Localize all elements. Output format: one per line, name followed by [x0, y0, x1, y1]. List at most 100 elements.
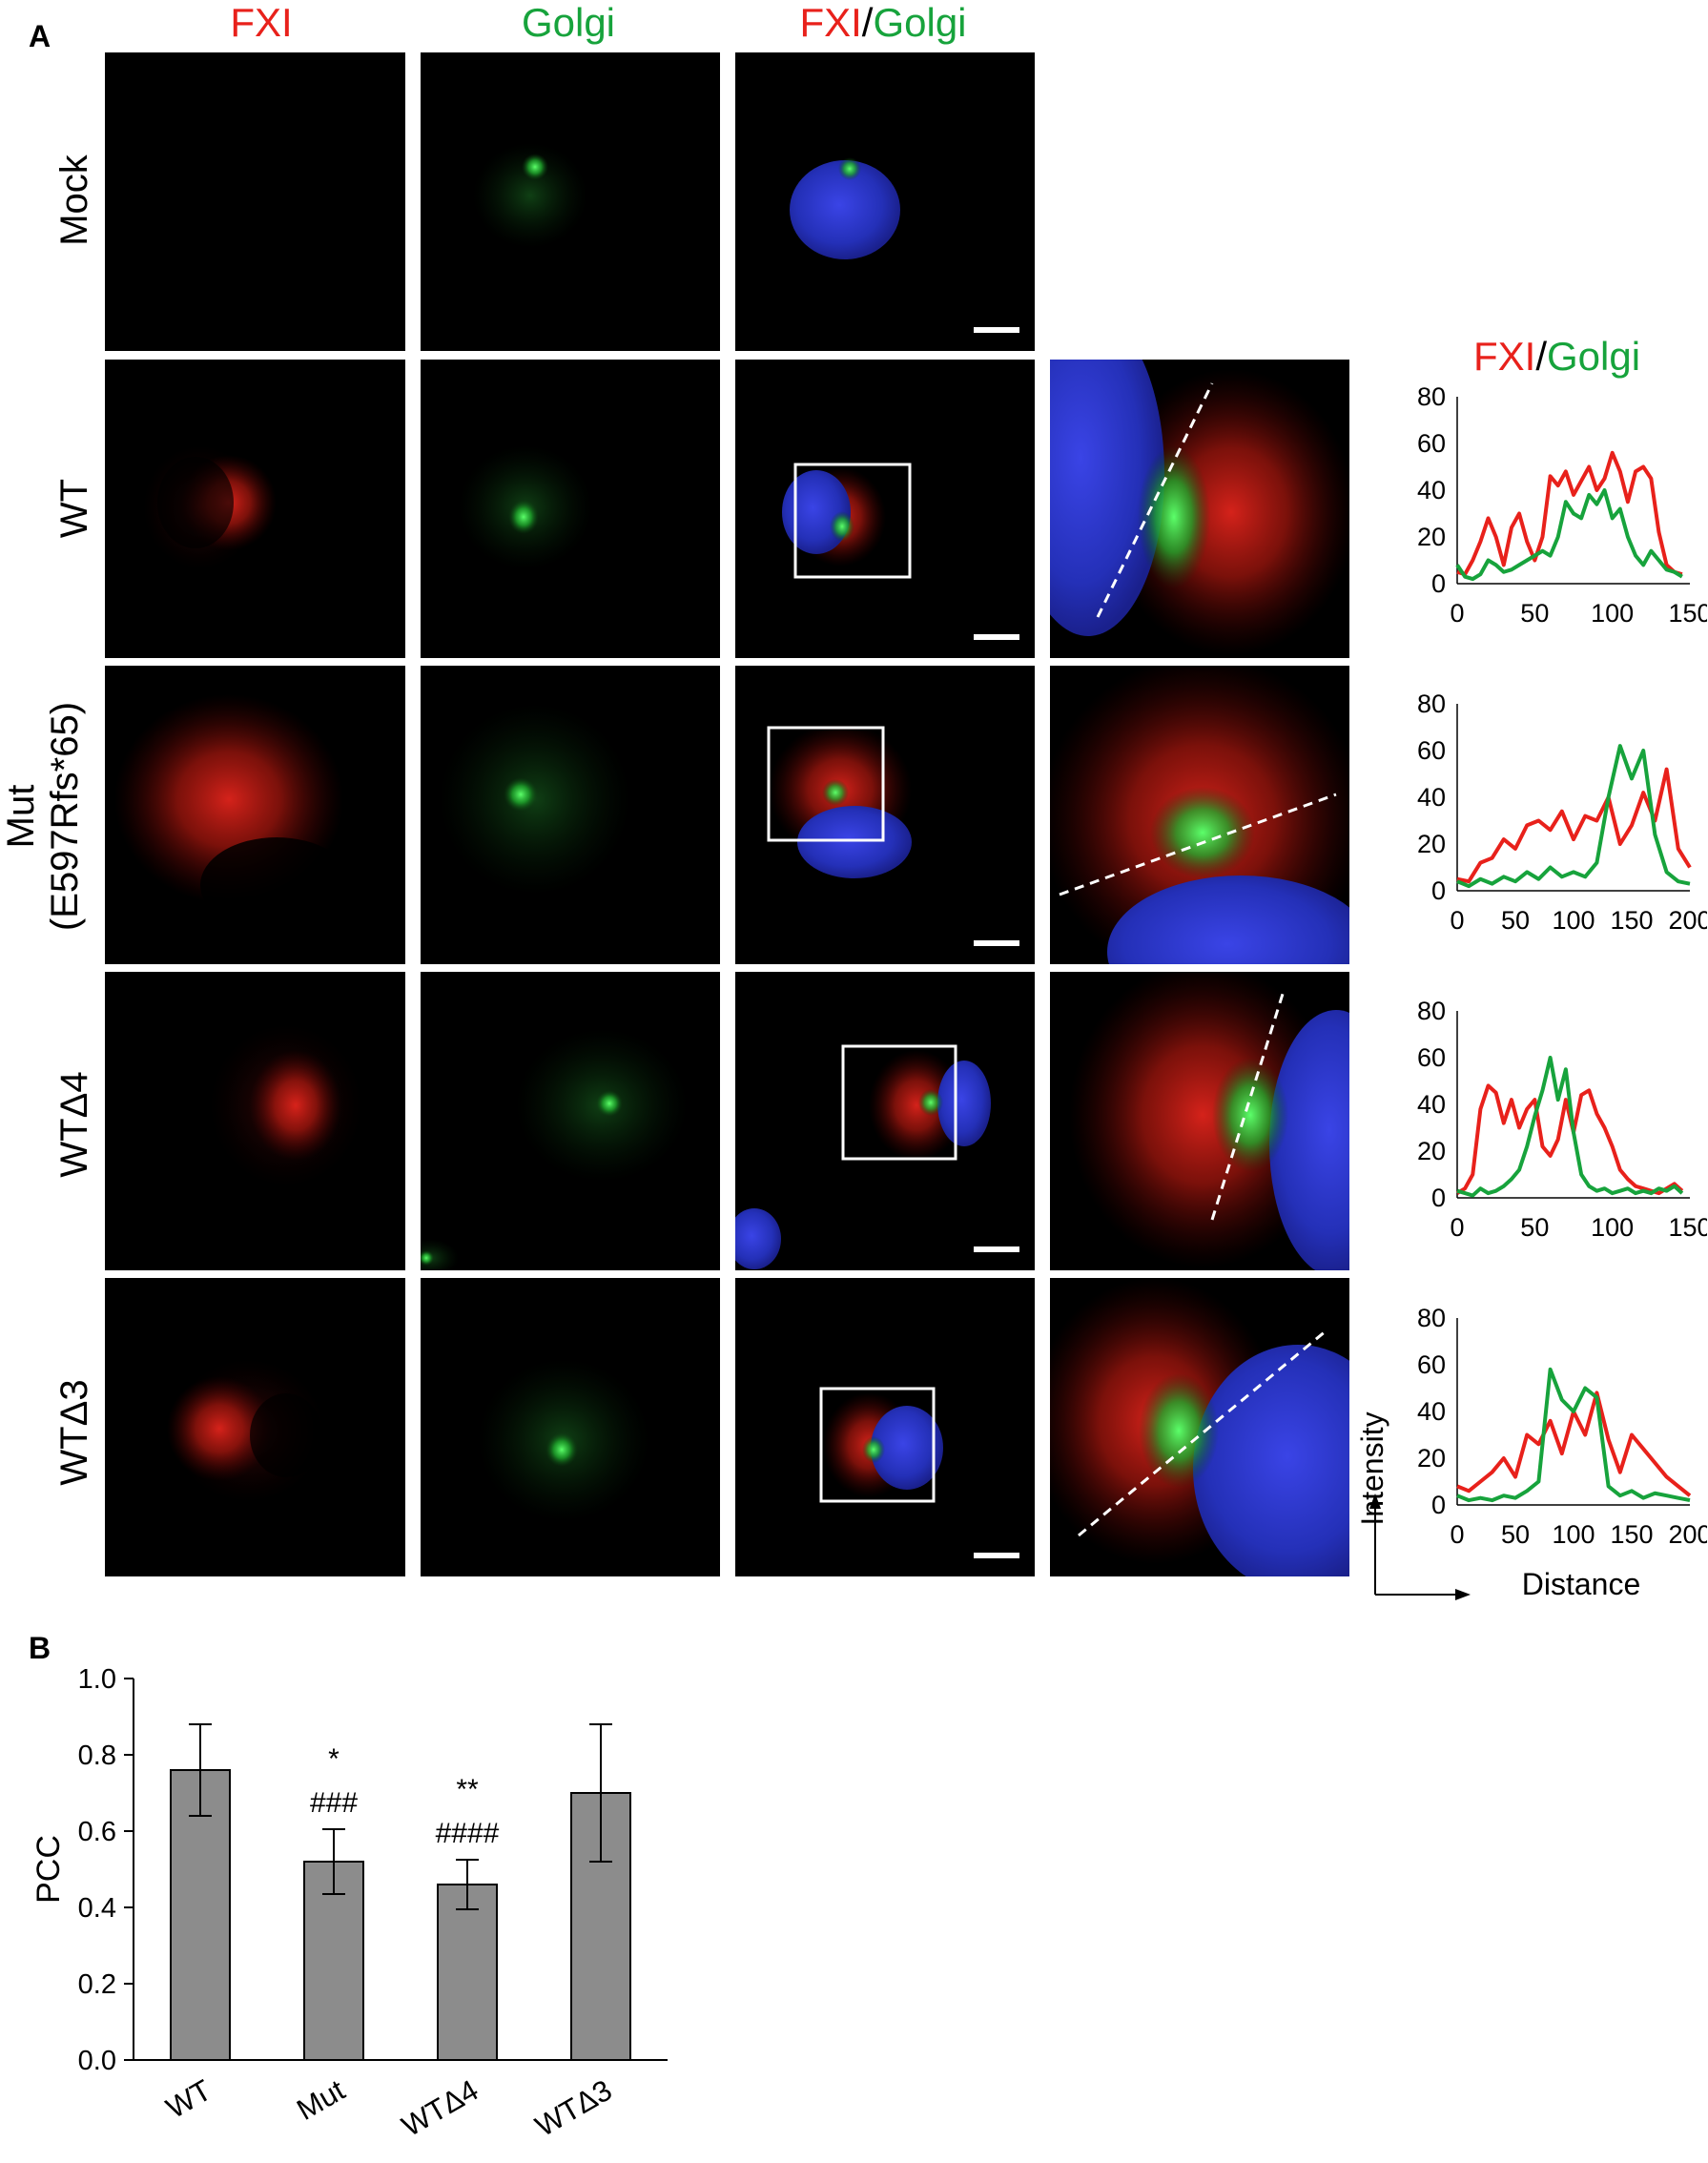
series-line-green: [1456, 744, 1691, 889]
image-wtd4-merge: [735, 972, 1035, 1270]
row-label-mut-line1: Mut: [0, 784, 42, 849]
y-tick-label: 80: [1417, 1304, 1446, 1332]
image-wtd4-golgi: [421, 972, 720, 1270]
y-tick-label: 80: [1417, 382, 1446, 411]
y-axis-label: PCC: [31, 1835, 67, 1904]
image-mock-merge: [735, 52, 1035, 351]
profile-header: FXI/Golgi: [1473, 334, 1640, 380]
image-wt-merge: [735, 360, 1035, 658]
zoom-box: [767, 726, 885, 842]
y-tick-label: 80: [1417, 690, 1446, 718]
y-tick-label: 0.2: [78, 1969, 116, 2000]
profile-header-sep: /: [1535, 334, 1548, 379]
x-tick-label: 50: [1520, 1213, 1549, 1242]
panel-a-label: A: [29, 19, 51, 53]
y-tick-label: 0.0: [78, 2046, 116, 2076]
y-tick-label: 20: [1417, 523, 1446, 551]
scale-bar: [974, 940, 1019, 946]
y-tick-label: 60: [1417, 1350, 1446, 1379]
image-mock-fxi: [105, 52, 405, 351]
profile-header-golgi: Golgi: [1547, 334, 1641, 379]
x-tick-label: 150: [1668, 599, 1707, 628]
scale-bar: [974, 1553, 1019, 1558]
x-tick-label: 0: [1450, 1213, 1464, 1242]
row-label-mock: Mock: [53, 154, 95, 246]
y-tick-label: 60: [1417, 1043, 1446, 1072]
column-header-merge: FXI/Golgi: [734, 0, 1032, 46]
significance-label: ###: [310, 1787, 358, 1819]
y-tick-label: 60: [1417, 736, 1446, 765]
x-tick-label: 0: [1450, 906, 1464, 935]
image-wtd3-zoom: [1050, 1278, 1349, 1576]
scale-bar: [974, 327, 1019, 333]
profile-chart-wtd4: 0 20 40 60 80 0 50 100 150: [1417, 997, 1707, 1242]
zoom-box: [793, 463, 912, 579]
profile-chart-wtd3: 0 20 40 60 80 0 50 100 150 200: [1417, 1304, 1707, 1549]
series-line-green: [1456, 1056, 1684, 1198]
y-tick-label: 0: [1431, 876, 1446, 905]
axis-indicator: Intensity Distance: [1355, 1411, 1640, 1601]
y-tick-label: 40: [1417, 1090, 1446, 1119]
bar-WT: [170, 1769, 231, 2061]
significance-label: ####: [436, 1818, 500, 1849]
x-tick-label: 150: [1610, 1520, 1653, 1549]
y-tick-label: 0: [1431, 569, 1446, 598]
category-label: WTΔ4: [396, 2073, 484, 2143]
zoom-box: [841, 1044, 957, 1161]
profile-header-fxi: FXI: [1473, 334, 1536, 379]
scale-bar: [974, 634, 1019, 640]
profile-chart-wt: 0 20 40 60 80 0 50 100 150: [1417, 382, 1707, 628]
row-label-wtd3: WTΔ3: [53, 1379, 95, 1486]
y-tick-label: 20: [1417, 1444, 1446, 1473]
x-tick-label: 0: [1450, 599, 1464, 628]
image-wt-fxi: [105, 360, 405, 658]
image-mock-golgi: [421, 52, 720, 351]
x-tick-label: 150: [1668, 1213, 1707, 1242]
y-tick-label: 40: [1417, 783, 1446, 812]
image-mut-zoom: [1050, 666, 1349, 964]
bar-WTΔ4: [437, 1884, 498, 2061]
zoom-box: [819, 1387, 936, 1503]
scale-bar: [974, 1246, 1019, 1252]
image-wtd3-fxi: [105, 1278, 405, 1576]
row-label-wt: WT: [53, 478, 95, 539]
image-mut-merge: [735, 666, 1035, 964]
x-tick-label: 100: [1591, 599, 1634, 628]
y-tick-label: 20: [1417, 830, 1446, 858]
image-wtd4-zoom: [1050, 972, 1349, 1270]
series-line-green: [1456, 1367, 1691, 1503]
row-label-wtd4: WTΔ4: [53, 1071, 95, 1178]
row-label-mut-line2: (E597Rfs*65): [44, 701, 86, 932]
y-tick-label: 0.4: [78, 1893, 116, 1924]
pcc-bar-chart: 0.0 0.2 0.4 0.6 0.8 1.0 PCC WT Mut ### * WTΔ4 #### **…: [31, 1664, 668, 2143]
image-wtd3-golgi: [421, 1278, 720, 1576]
y-tick-label: 0.8: [78, 1741, 116, 1771]
y-tick-label: 0.6: [78, 1817, 116, 1847]
x-tick-label: 50: [1501, 906, 1530, 935]
column-header-fxi: FXI: [230, 0, 293, 45]
image-mut-golgi: [421, 666, 720, 964]
category-label: WT: [160, 2073, 216, 2125]
merge-header-fxi: FXI: [799, 0, 862, 45]
y-tick-label: 1.0: [78, 1664, 116, 1695]
column-header-golgi: Golgi: [521, 0, 616, 45]
x-tick-label: 100: [1591, 1213, 1634, 1242]
y-tick-label: 60: [1417, 429, 1446, 458]
y-tick-label: 20: [1417, 1137, 1446, 1165]
image-wt-golgi: [421, 360, 720, 658]
category-label: Mut: [291, 2073, 351, 2127]
y-tick-label: 80: [1417, 997, 1446, 1025]
y-tick-label: 40: [1417, 1397, 1446, 1426]
series-line-green: [1455, 488, 1683, 582]
panel-b-label: B: [29, 1631, 51, 1665]
significance-label: **: [456, 1774, 479, 1805]
series-line-red: [1456, 450, 1683, 577]
x-tick-label: 0: [1450, 1520, 1464, 1549]
x-tick-label: 150: [1610, 906, 1653, 935]
image-mut-fxi: [105, 666, 405, 964]
image-wt-zoom: [1050, 360, 1349, 658]
y-tick-label: 0: [1431, 1184, 1446, 1212]
image-wtd3-merge: [735, 1278, 1035, 1576]
profile-chart-mut: 0 20 40 60 80 0 50 100 150 200: [1417, 690, 1707, 935]
merge-header-golgi: Golgi: [873, 0, 967, 45]
